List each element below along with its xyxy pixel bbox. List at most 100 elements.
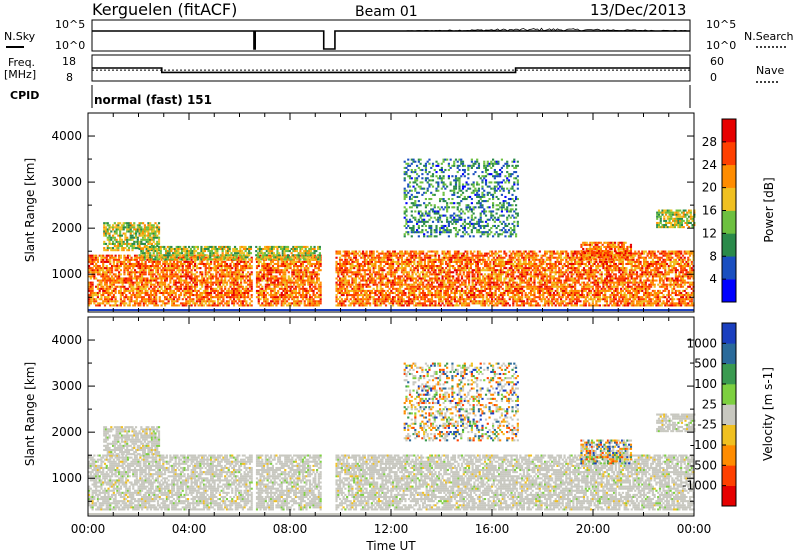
echo-cell: [221, 256, 224, 259]
echo-cell: [314, 271, 317, 274]
echo-cell: [475, 283, 478, 286]
echo-cell: [430, 296, 434, 299]
echo-cell: [118, 279, 121, 282]
echo-cell: [89, 275, 92, 278]
echo-cell: [89, 277, 92, 280]
echo-cell: [238, 304, 241, 307]
echo-cell: [168, 252, 171, 255]
echo-cell: [340, 289, 343, 292]
echo-cell: [144, 283, 147, 286]
echo-cell: [183, 287, 186, 290]
echo-cell: [468, 304, 471, 307]
echo-cell: [190, 256, 193, 259]
echo-cell: [183, 285, 186, 288]
echo-cell: [166, 254, 169, 257]
echo-cell: [142, 283, 145, 286]
echo-cell: [153, 287, 156, 290]
echo-cell: [157, 245, 161, 248]
echo-cell: [358, 277, 361, 280]
echo-cell: [142, 228, 145, 231]
echo-cell: [217, 302, 220, 305]
echo-cell: [247, 265, 250, 268]
echo-cell: [120, 224, 123, 227]
echo-cell: [439, 294, 442, 297]
echo-cell: [489, 262, 492, 266]
echo-cell: [312, 294, 315, 297]
echo-cell: [266, 281, 269, 284]
echo-cell: [376, 302, 379, 305]
echo-cell: [231, 281, 234, 284]
echo-cell: [383, 302, 386, 305]
echo-cell: [149, 289, 153, 292]
echo-cell: [266, 287, 269, 290]
echo-cell: [306, 258, 309, 261]
echo-cell: [411, 265, 414, 268]
echo-cell: [374, 267, 377, 270]
echo-cell: [317, 287, 320, 290]
echo-cell: [315, 250, 318, 253]
echo-cell: [261, 289, 264, 292]
echo-cell: [150, 258, 154, 261]
echo-cell: [310, 275, 313, 278]
echo-cell: [247, 271, 250, 274]
echo-cell: [224, 269, 227, 272]
echo-cell: [100, 294, 103, 297]
echo-cell: [156, 250, 159, 253]
echo-cell: [231, 267, 234, 270]
echo-cell: [310, 277, 313, 280]
echo-cell: [220, 273, 223, 276]
echo-cell: [211, 304, 214, 307]
echo-cell: [187, 252, 191, 255]
echo-cell: [187, 258, 191, 261]
echo-cell: [494, 291, 497, 295]
echo-cell: [224, 273, 227, 276]
echo-cell: [153, 273, 156, 276]
echo-cell: [227, 304, 230, 307]
echo-cell: [132, 294, 135, 297]
echo-cell: [111, 240, 115, 243]
echo-cell: [423, 258, 426, 261]
echo-cell: [188, 300, 191, 303]
echo-cell: [482, 296, 485, 299]
echo-cell: [434, 302, 437, 305]
echo-cell: [372, 254, 375, 257]
echo-cell: [459, 265, 462, 268]
echo-cell: [126, 269, 130, 272]
echo-cell: [270, 279, 273, 282]
echo-cell: [135, 281, 138, 284]
echo-cell: [310, 273, 313, 276]
echo-cell: [113, 230, 116, 233]
echo-cell: [280, 281, 283, 284]
echo-cell: [262, 260, 266, 263]
echo-cell: [282, 302, 285, 305]
echo-cell: [186, 250, 189, 253]
echo-cell: [384, 275, 388, 278]
echo-cell: [100, 283, 103, 286]
echo-cell: [266, 285, 269, 288]
echo-cell: [172, 275, 176, 278]
echo-cell: [103, 289, 107, 292]
echo-cell: [164, 287, 167, 290]
echo-cell: [204, 302, 207, 305]
echo-cell: [119, 273, 122, 276]
echo-cell: [220, 285, 223, 288]
echo-cell: [234, 265, 237, 268]
echo-cell: [126, 298, 130, 301]
echo-cell: [304, 256, 307, 259]
echo-cell: [160, 304, 163, 307]
echo-cell: [356, 275, 359, 278]
echo-cell: [310, 298, 313, 301]
echo-cell: [100, 260, 103, 263]
echo-cell: [105, 265, 108, 268]
echo-cell: [278, 273, 282, 276]
echo-cell: [148, 279, 151, 282]
echo-cell: [174, 294, 177, 297]
echo-cell: [293, 269, 296, 272]
echo-cell: [155, 298, 158, 301]
echo-cell: [245, 300, 248, 303]
echo-cell: [126, 238, 129, 241]
echo-cell: [179, 281, 183, 284]
echo-cell: [418, 285, 421, 288]
echo-cell: [287, 289, 290, 292]
echo-cell: [285, 296, 289, 299]
